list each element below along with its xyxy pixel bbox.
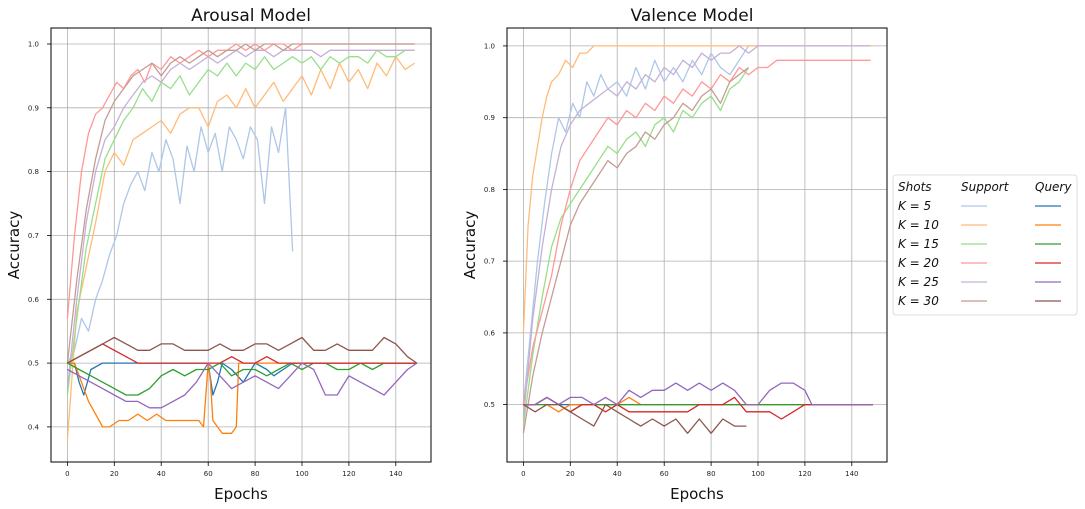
arousal-grid: [51, 28, 431, 462]
valence-ylabel: Accuracy: [461, 211, 479, 280]
valence-series-query-k-20: [523, 396, 873, 420]
legend-box: [892, 174, 1078, 316]
valence-xtick-label-80: 80: [707, 470, 716, 478]
arousal-series-support-k-10: [66, 56, 415, 440]
valence-xtick-label-20: 20: [566, 470, 575, 478]
valence-ytick-label-0.9: 0.9: [484, 114, 495, 122]
arousal-frame: [50, 27, 432, 463]
arousal-ytick-label-0.8: 0.8: [28, 168, 39, 176]
valence-series-support-k-20: [522, 59, 871, 405]
arousal-series-support-k-30: [66, 43, 415, 364]
valence-xtick-label-100: 100: [751, 470, 764, 478]
legend-row-label-2: K = 15: [898, 237, 939, 251]
valence-series-query-k-25: [523, 382, 873, 406]
arousal-xtick-label-40: 40: [157, 470, 166, 478]
arousal-ytick-label-0.5: 0.5: [28, 360, 39, 368]
arousal-ytick-label-1: 1.0: [28, 41, 39, 49]
arousal-title: Arousal Model: [191, 6, 311, 26]
arousal-xtick-label-80: 80: [251, 470, 260, 478]
legend-rows: K = 5 K = 10 K = 15 K = 20 K = 25 K = 30: [898, 199, 1061, 308]
arousal-series-support-k-20: [66, 43, 415, 319]
valence-ticks: 0 20 40 60 80 100 120 140 0.5 0.6 0.7 0.8 0.9 1.0: [484, 42, 859, 478]
legend-row-label-3: K = 20: [898, 256, 939, 270]
arousal-ytick-label-0.9: 0.9: [28, 104, 39, 112]
arousal-lines: [66, 43, 418, 440]
valence-series-support-k-25: [522, 45, 871, 420]
valence-ytick-label-0.7: 0.7: [484, 258, 495, 266]
legend-row-label-4: K = 25: [898, 275, 939, 289]
arousal-series-support-k-25: [66, 49, 415, 389]
valence-xtick-label-140: 140: [845, 470, 858, 478]
arousal-xtick-label-0: 0: [65, 470, 69, 478]
valence-xtick-label-60: 60: [660, 470, 669, 478]
arousal-series-support-k-15: [66, 49, 415, 396]
valence-xtick-label-120: 120: [798, 470, 811, 478]
arousal-xtick-label-20: 20: [110, 470, 119, 478]
valence-ytick-label-0.8: 0.8: [484, 186, 495, 194]
arousal-ytick-label-0.7: 0.7: [28, 232, 39, 240]
arousal-xtick-label-120: 120: [342, 470, 355, 478]
valence-xlabel: Epochs: [670, 485, 724, 503]
valence-lines: [522, 45, 873, 434]
arousal-ytick-label-0.4: 0.4: [28, 423, 40, 431]
arousal-xtick-label-60: 60: [204, 470, 213, 478]
valence-frame: [506, 27, 888, 463]
arousal-series-support-k-5: [66, 107, 294, 364]
arousal-ylabel: Accuracy: [5, 211, 23, 280]
valence-xtick-label-0: 0: [521, 470, 525, 478]
valence-ytick-label-0.5: 0.5: [484, 401, 495, 409]
legend-row-label-5: K = 30: [898, 294, 939, 308]
arousal-series-query-k-20: [67, 343, 417, 364]
valence-ytick-label-0.6: 0.6: [484, 329, 496, 337]
valence-title: Valence Model: [631, 6, 754, 26]
valence-series-query-k-30: [523, 403, 747, 434]
valence-grid: [507, 28, 887, 462]
legend-row-label-0: K = 5: [898, 199, 931, 213]
arousal-xtick-label-100: 100: [295, 470, 308, 478]
arousal-ticks: 0 20 40 60 80 100 120 140 0.4 0.5 0.6 0.7 0.8 0.9 1.0: [28, 41, 403, 479]
arousal-series-query-k-5: [67, 362, 417, 396]
arousal-xlabel: Epochs: [214, 485, 268, 503]
valence-plot: Valence Model 0 20 40 60 80 100 120 140 0.5 0.6 0.…: [461, 6, 888, 503]
legend: Shots Support Query K = 5K = 10K = 15K =…: [892, 174, 1078, 316]
legend-header-support: Support: [961, 180, 1010, 194]
valence-series-query-k-5: [523, 396, 873, 406]
legend-header-shots: Shots: [898, 180, 932, 194]
arousal-series-query-k-30: [67, 336, 418, 364]
valence-xtick-label-40: 40: [613, 470, 622, 478]
valence-series-support-k-15: [522, 67, 750, 427]
legend-header-query: Query: [1035, 180, 1072, 194]
valence-series-support-k-30: [522, 66, 749, 434]
arousal-series-query-k-25: [67, 362, 418, 409]
arousal-xtick-label-140: 140: [389, 470, 402, 478]
arousal-series-query-k-15: [67, 362, 417, 396]
arousal-ytick-label-0.6: 0.6: [28, 296, 40, 304]
valence-ytick-label-1: 1.0: [484, 42, 495, 50]
arousal-plot: Arousal Model 0 20 40 60 80 100 120 140 0.4 0.5 0.…: [5, 6, 432, 503]
legend-row-label-1: K = 10: [898, 218, 939, 232]
valence-series-support-k-5: [522, 45, 871, 405]
